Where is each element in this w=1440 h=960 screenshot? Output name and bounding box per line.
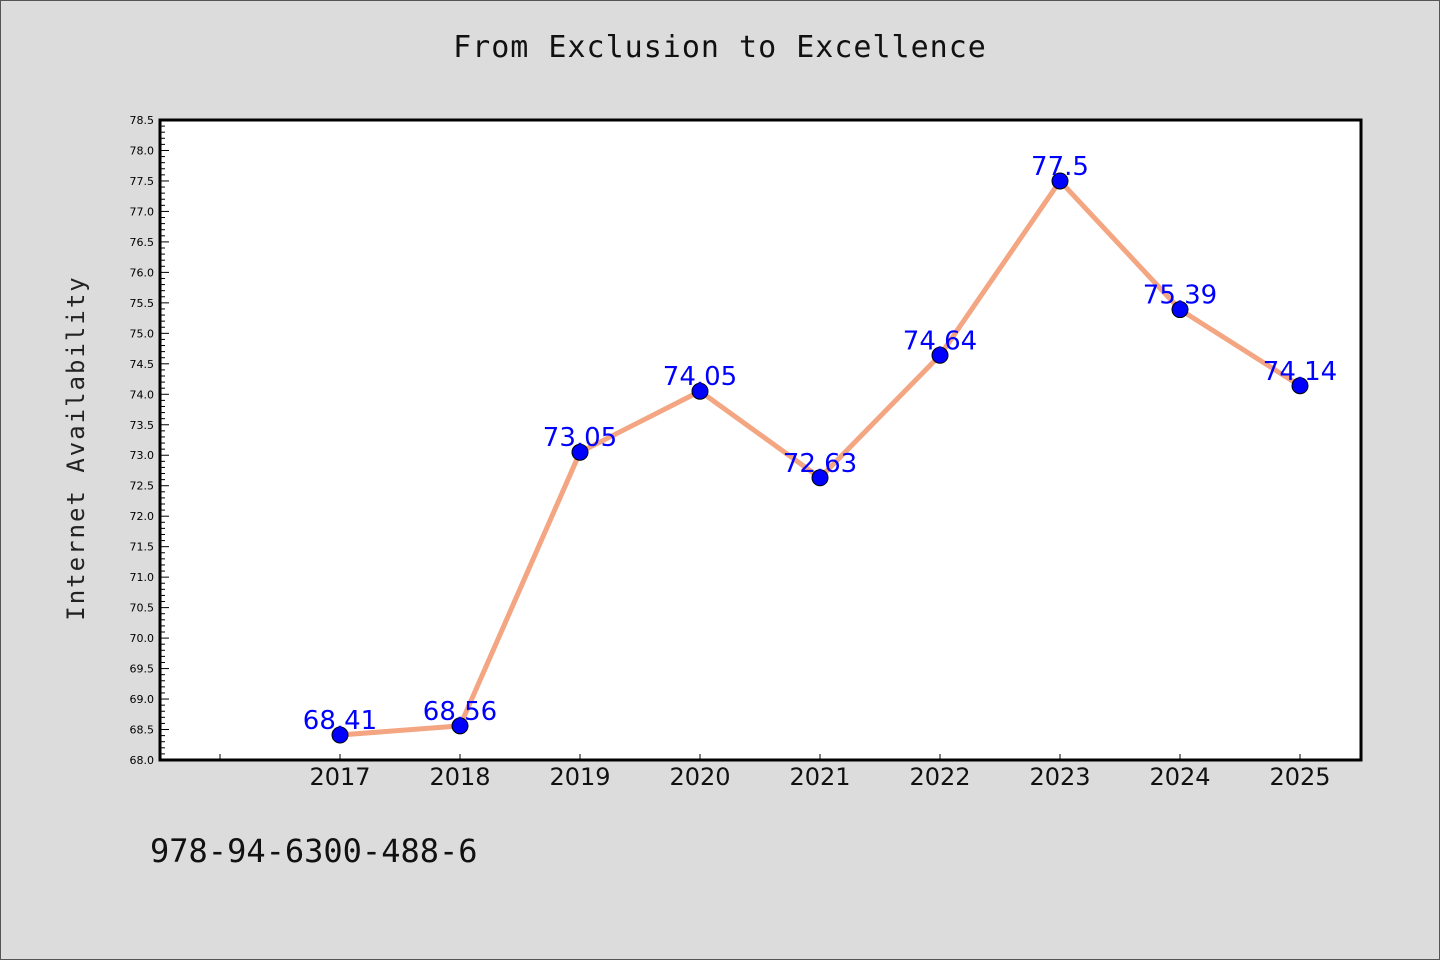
- plot-area: [160, 120, 1361, 760]
- x-tick-label: 2018: [429, 763, 490, 791]
- chart-title: From Exclusion to Excellence: [453, 30, 987, 65]
- x-tick-label: 2019: [549, 763, 610, 791]
- plot-border: [158, 118, 1363, 762]
- x-tick-label: 2017: [309, 763, 370, 791]
- y-tick-label: 75.0: [130, 327, 155, 340]
- data-point: [571, 443, 589, 461]
- data-label: 74.14: [1263, 357, 1337, 387]
- data-label: 72.63: [783, 449, 857, 479]
- footer-isbn: 978-94-6300-488-6: [150, 832, 478, 870]
- y-tick-label: 72.5: [130, 480, 155, 493]
- y-tick-label: 77.0: [130, 205, 155, 218]
- data-label: 77.5: [1031, 152, 1089, 182]
- y-tick-label: 77.5: [130, 175, 155, 188]
- data-point: [451, 717, 469, 735]
- y-tick-label: 71.5: [130, 541, 155, 554]
- y-tick-label: 70.5: [130, 602, 155, 615]
- data-label: 68.41: [303, 706, 377, 736]
- data-point: [811, 469, 829, 487]
- x-tick-label: 2025: [1269, 763, 1330, 791]
- data-label: 73.05: [543, 423, 617, 453]
- y-tick-label: 75.5: [130, 297, 155, 310]
- data-point: [1291, 377, 1309, 395]
- y-tick-label: 73.5: [130, 419, 155, 432]
- y-tick-label: 76.5: [130, 236, 155, 249]
- x-tick-label: 2020: [669, 763, 730, 791]
- data-point: [1171, 301, 1189, 319]
- y-tick-label: 78.5: [130, 114, 155, 127]
- x-tick-label: 2023: [1029, 763, 1090, 791]
- y-tick-label: 74.0: [130, 388, 155, 401]
- x-tick-label: 2024: [1149, 763, 1210, 791]
- y-tick-label: 69.0: [130, 693, 155, 706]
- y-tick-label: 69.5: [130, 663, 155, 676]
- x-tick-label: 2022: [909, 763, 970, 791]
- y-tick-label: 68.0: [130, 754, 155, 767]
- y-tick-label: 71.0: [130, 571, 155, 584]
- data-point: [931, 346, 949, 364]
- y-tick-label: 68.5: [130, 724, 155, 737]
- y-tick-label: 72.0: [130, 510, 155, 523]
- y-tick-label: 78.0: [130, 144, 155, 157]
- y-tick-label: 70.0: [130, 632, 155, 645]
- y-tick-label: 74.5: [130, 358, 155, 371]
- data-label: 68.56: [423, 697, 497, 727]
- data-label: 74.64: [903, 326, 977, 356]
- data-point: [1051, 172, 1069, 190]
- y-tick-label: 76.0: [130, 266, 155, 279]
- y-tick-label: 73.0: [130, 449, 155, 462]
- data-label: 75.39: [1143, 281, 1217, 311]
- data-point: [331, 726, 349, 744]
- x-tick-label: 2021: [789, 763, 850, 791]
- data-point: [691, 382, 709, 400]
- data-label: 74.05: [663, 362, 737, 392]
